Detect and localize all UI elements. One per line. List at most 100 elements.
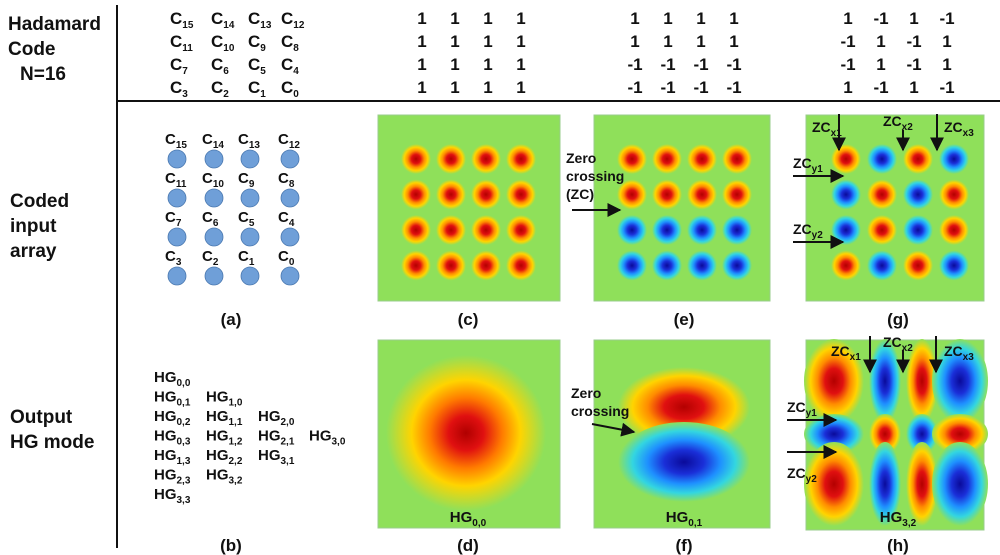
zc-arrow xyxy=(591,422,636,437)
positive-spot xyxy=(867,215,897,245)
negative-spot xyxy=(652,250,682,281)
positive-spot xyxy=(867,179,897,210)
panel-d-hg00 xyxy=(377,339,561,529)
positive-lobe xyxy=(932,414,988,454)
positive-spot xyxy=(471,144,501,174)
array-element-label: C6 xyxy=(202,209,219,229)
matrix-entry: 1 xyxy=(483,32,492,51)
array-element-label: C10 xyxy=(202,170,224,190)
positive-spot xyxy=(401,179,431,210)
row-label-line: Output xyxy=(10,407,73,428)
positive-spot xyxy=(436,179,466,210)
zc-x3-label: ZCx3 xyxy=(944,343,974,363)
panel-label-h: (h) xyxy=(887,536,909,555)
positive-spot xyxy=(687,144,717,174)
negative-lobe xyxy=(906,414,938,454)
positive-spot xyxy=(506,144,536,174)
code-label: C4 xyxy=(281,55,299,77)
negative-spot xyxy=(617,250,647,281)
subscripted-labels: ZCx1 ZCx2 ZCx3 ZCy1 ZCy2 ZCx1 ZCx2 ZCx3 ZCy1 ZCy2… xyxy=(450,113,974,529)
negative-lobe xyxy=(932,442,988,526)
negative-spot xyxy=(903,215,933,245)
zc-x1-label: ZCx1 xyxy=(812,119,842,139)
negative-spot xyxy=(722,215,752,245)
panel-h-caption: HG3,2 xyxy=(880,509,917,529)
array-element-dot xyxy=(240,227,260,247)
row-label-line: array xyxy=(10,241,57,262)
positive-spot xyxy=(506,250,536,281)
positive-spot xyxy=(506,179,536,210)
panel-letters: (a) (c) (e) (g) (b) (d) (f) (h) xyxy=(220,310,909,555)
matrix-entry: -1 xyxy=(873,78,888,97)
matrix-entry: 1 xyxy=(516,9,525,28)
negative-lobe xyxy=(869,339,901,423)
positive-lobe xyxy=(869,414,901,454)
matrix-entry: -1 xyxy=(939,9,954,28)
positive-spot xyxy=(652,144,682,174)
panel-label-d: (d) xyxy=(457,536,479,555)
panel-g-intensity xyxy=(805,114,985,302)
matrix-entry: 1 xyxy=(843,9,852,28)
array-element-label: C1 xyxy=(238,248,255,268)
matrix-entry: -1 xyxy=(726,55,741,74)
matrix-entry: 1 xyxy=(843,78,852,97)
positive-spot xyxy=(722,144,752,174)
row-label-line: HG mode xyxy=(10,432,94,453)
code-label: C8 xyxy=(281,32,299,54)
array-element-label: C14 xyxy=(202,131,224,151)
positive-spot xyxy=(939,215,969,245)
hg01-negative-lobe xyxy=(618,422,750,502)
row-label-coded: Coded input array xyxy=(10,191,69,262)
hg-mode-label: HG0,2 xyxy=(154,408,191,428)
matrix-entry: 1 xyxy=(450,55,459,74)
array-element-dot xyxy=(240,266,260,286)
matrix-entry: 1 xyxy=(417,55,426,74)
zc-text-line: Zero xyxy=(566,150,596,166)
matrix-entry: -1 xyxy=(906,32,921,51)
matrix-entry: 1 xyxy=(909,9,918,28)
code-label: C1 xyxy=(248,78,266,100)
positive-spot xyxy=(436,215,466,245)
panel-label-e: (e) xyxy=(674,310,695,329)
panel-label-g: (g) xyxy=(887,310,909,329)
hg-mode-label: HG2,1 xyxy=(258,428,295,448)
hg-mode-label: HG2,0 xyxy=(258,408,295,428)
positive-spot xyxy=(903,250,933,281)
matrix-entry: -1 xyxy=(906,55,921,74)
header-title-line: N=16 xyxy=(20,64,66,85)
panel-d-caption: HG0,0 xyxy=(450,509,487,529)
positive-spot xyxy=(401,215,431,245)
panel-c-intensity xyxy=(377,114,561,302)
header-code-labels: C15 C14 C13 C12 C11 C10 C9 C8 C7 C6 C5 C4 C3 C2 C1 C0 xyxy=(170,9,305,100)
array-element-label: C4 xyxy=(278,209,295,229)
array-element-dot xyxy=(280,149,300,169)
positive-spot xyxy=(617,144,647,174)
zc-text-line: crossing xyxy=(566,168,624,184)
array-element-label: C3 xyxy=(165,248,182,268)
zc-y1-label: ZCy1 xyxy=(787,399,817,419)
matrix-entry: 1 xyxy=(516,55,525,74)
code-label: C7 xyxy=(170,55,188,77)
panel-f-hg01 xyxy=(593,339,771,529)
array-element-dot xyxy=(204,149,224,169)
code-label: C10 xyxy=(211,32,235,54)
negative-lobe xyxy=(804,414,864,454)
negative-spot xyxy=(652,215,682,245)
positive-spot xyxy=(831,144,861,174)
matrix-entry: -1 xyxy=(693,78,708,97)
matrix-entry: 1 xyxy=(663,9,672,28)
matrix-entry: 1 xyxy=(729,32,738,51)
matrix-entry: -1 xyxy=(840,55,855,74)
matrix-entry: -1 xyxy=(660,78,675,97)
matrix-entry: 1 xyxy=(516,78,525,97)
hg01-positive-lobe xyxy=(618,367,750,447)
code-label: C14 xyxy=(211,9,235,31)
array-element-dot xyxy=(240,188,260,208)
matrix-entry: 1 xyxy=(417,78,426,97)
matrix-entry: 1 xyxy=(909,78,918,97)
array-element-label: C9 xyxy=(238,170,255,190)
matrix-entry: 1 xyxy=(696,9,705,28)
positive-spot xyxy=(831,250,861,281)
negative-spot xyxy=(831,215,861,245)
zc-x2-label: ZCx2 xyxy=(883,334,913,354)
